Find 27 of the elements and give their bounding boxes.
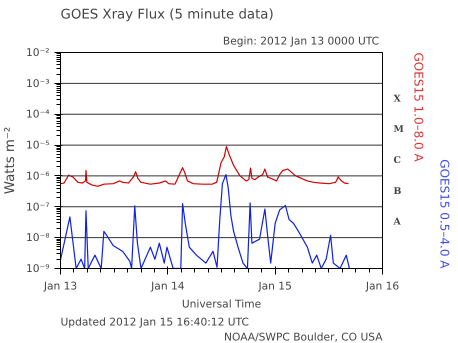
y-tick-label: 10⁻⁷: [26, 200, 50, 214]
y-tick-label: 10⁻⁸: [26, 231, 50, 244]
x-tick-label: Jan 15: [257, 280, 292, 292]
ref-line-label: M: [394, 124, 404, 136]
ref-line-label: X: [394, 93, 402, 104]
chart-subtitle: Begin: 2012 Jan 13 0000 UTC: [222, 34, 380, 48]
text: GOES15 0.5–4.0 A: [438, 159, 452, 270]
line-series: [60, 174, 350, 268]
y-tick-label: 10⁻⁴: [26, 108, 50, 121]
y-tick-label: 10⁻⁶: [26, 169, 50, 182]
line-series: [60, 146, 350, 187]
ref-line-label: C: [394, 155, 401, 166]
y-tick-label: 10⁻⁵: [26, 138, 50, 152]
text: NOAA/SWPC Boulder, CO USA: [224, 330, 384, 343]
x-axis-title: Universal Time: [182, 298, 262, 310]
x-tick-label: Jan 14: [150, 280, 185, 292]
y-tick-label: 10⁻²: [26, 46, 50, 59]
y-tick-label: 10⁻³: [26, 76, 50, 90]
text: Updated 2012 Jan 15 16:40:12 UTC: [60, 316, 249, 328]
ref-line-label: B: [394, 186, 402, 197]
text: GOES15 1.0–8.0 A: [412, 52, 426, 163]
x-tick-label: Jan 13: [42, 280, 78, 292]
ref-line-label: A: [392, 216, 402, 228]
y-axis-title: Watts m⁻²: [3, 126, 18, 194]
chart-title: GOES Xray Flux (5 minute data): [60, 8, 274, 22]
x-tick-label: Jan 16: [364, 280, 400, 292]
y-tick-label: 10⁻⁹: [26, 262, 50, 275]
